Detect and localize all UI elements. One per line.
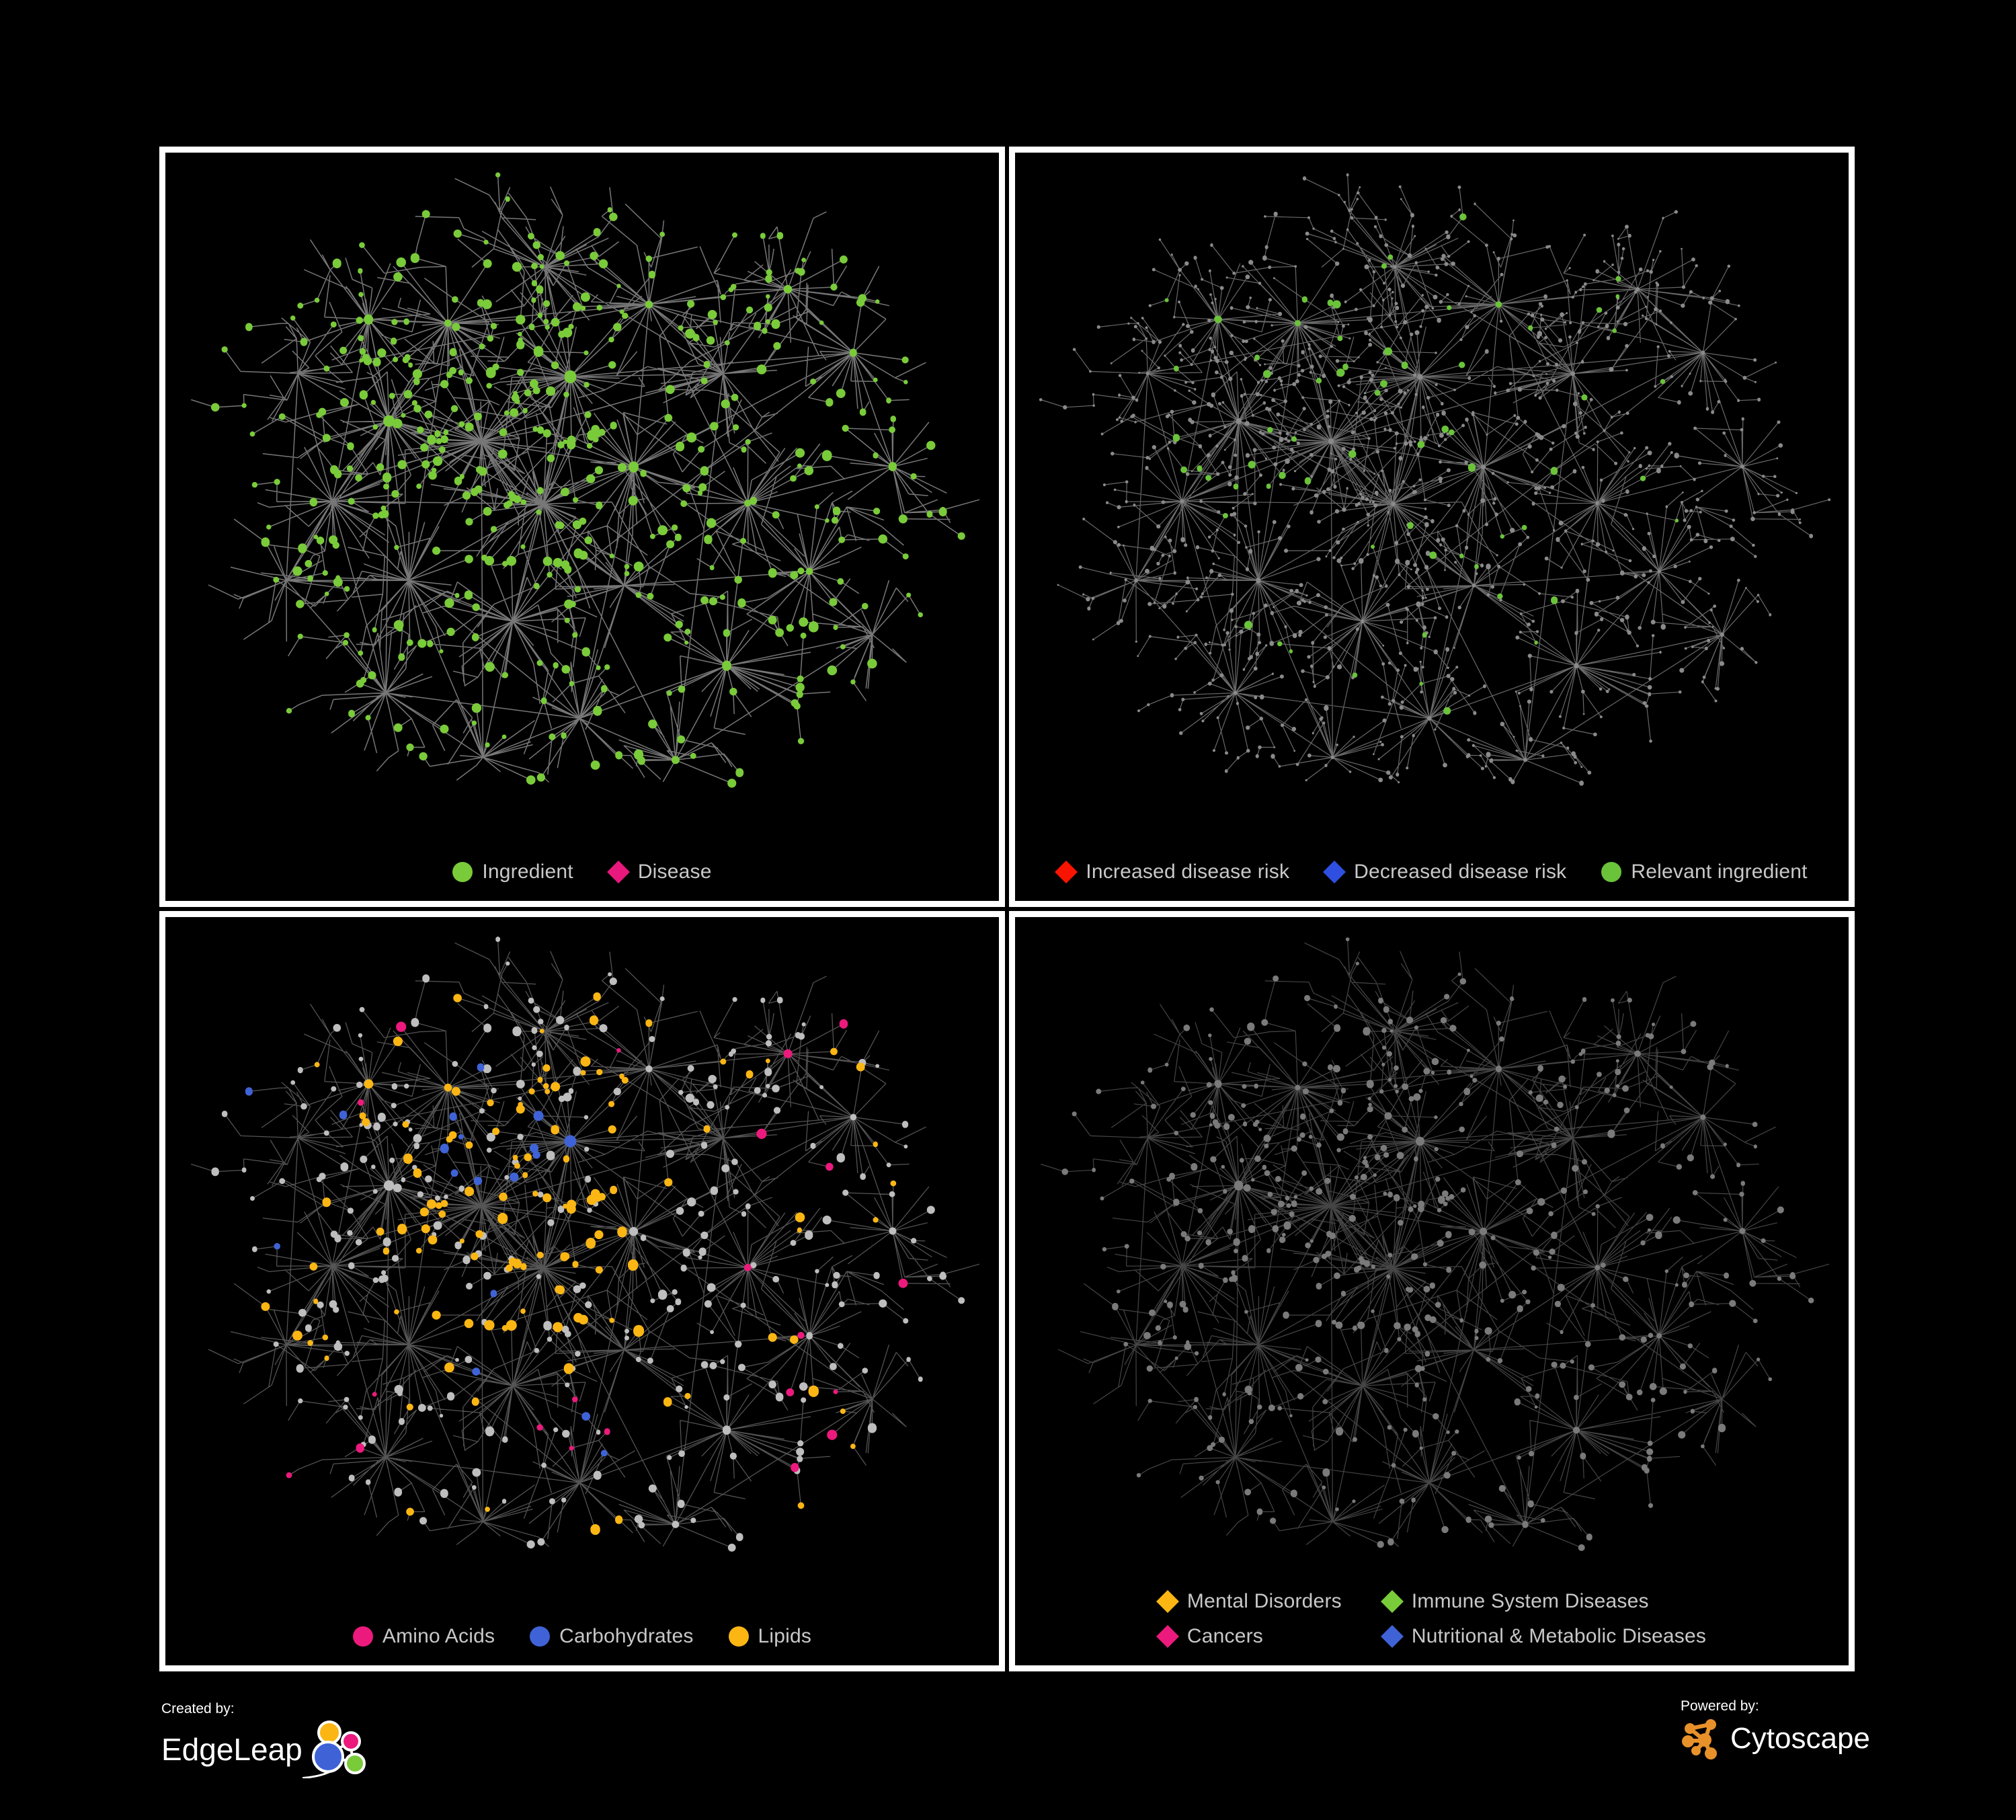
network-canvas-disease-risk[interactable] bbox=[1015, 153, 1849, 901]
network-edges bbox=[190, 175, 980, 784]
panel-disease-class-network: Mental Disorders Immune System Diseases Ca… bbox=[1009, 911, 1855, 1671]
panel-disease-risk-network: Increased disease risk Decreased disease … bbox=[1009, 147, 1855, 907]
cytoscape-logo-row: Cytoscape bbox=[1681, 1718, 1870, 1759]
edgeleap-wordmark: EdgeLeap bbox=[161, 1732, 303, 1767]
network-node-circle bbox=[1164, 213, 1679, 715]
edgeleap-node-logo-icon bbox=[302, 1720, 366, 1778]
network-nodes bbox=[1039, 153, 1831, 786]
created-by-kicker: Created by: bbox=[161, 1701, 235, 1716]
powered-by-kicker: Powered by: bbox=[1681, 1698, 1759, 1714]
network-edges bbox=[1041, 939, 1830, 1548]
network-nodes bbox=[210, 153, 965, 788]
network-canvas-ingredient-class[interactable] bbox=[165, 917, 999, 1665]
network-node-circle bbox=[211, 937, 965, 1552]
network-svg-ingredient-disease bbox=[190, 153, 980, 788]
cytoscape-logo-icon bbox=[1682, 1719, 1717, 1759]
network-svg-disease-class bbox=[1041, 917, 1830, 1551]
cytoscape-wordmark: Cytoscape bbox=[1730, 1722, 1870, 1755]
network-edges bbox=[1041, 175, 1830, 784]
powered-by-block: Powered by: bbox=[1681, 1698, 1870, 1759]
created-by-block: Created by: EdgeLeap bbox=[161, 1701, 376, 1778]
network-svg-disease-risk bbox=[1039, 153, 1831, 786]
network-node-circle bbox=[1061, 937, 1814, 1551]
network-edges bbox=[191, 939, 980, 1548]
network-canvas-ingredient-disease[interactable] bbox=[165, 153, 999, 901]
network-canvas-disease-class[interactable] bbox=[1015, 917, 1849, 1665]
network-nodes bbox=[1061, 917, 1814, 1551]
network-svg-ingredient-class bbox=[191, 917, 980, 1552]
network-node-circle bbox=[1039, 173, 1831, 786]
panel-ingredient-disease-network: Ingredient Disease bbox=[159, 147, 1005, 907]
panel-grid: Ingredient Disease Increased disease risk… bbox=[159, 147, 1856, 1671]
panel-ingredient-class-network: Amino Acids Carbohydrates Lipids bbox=[159, 911, 1005, 1671]
network-node-circle bbox=[210, 172, 965, 788]
figure-footer: Created by: EdgeLeap Powered by: bbox=[0, 1681, 2016, 1815]
network-nodes bbox=[211, 917, 965, 1552]
edgeleap-logo-row: EdgeLeap bbox=[161, 1720, 376, 1778]
